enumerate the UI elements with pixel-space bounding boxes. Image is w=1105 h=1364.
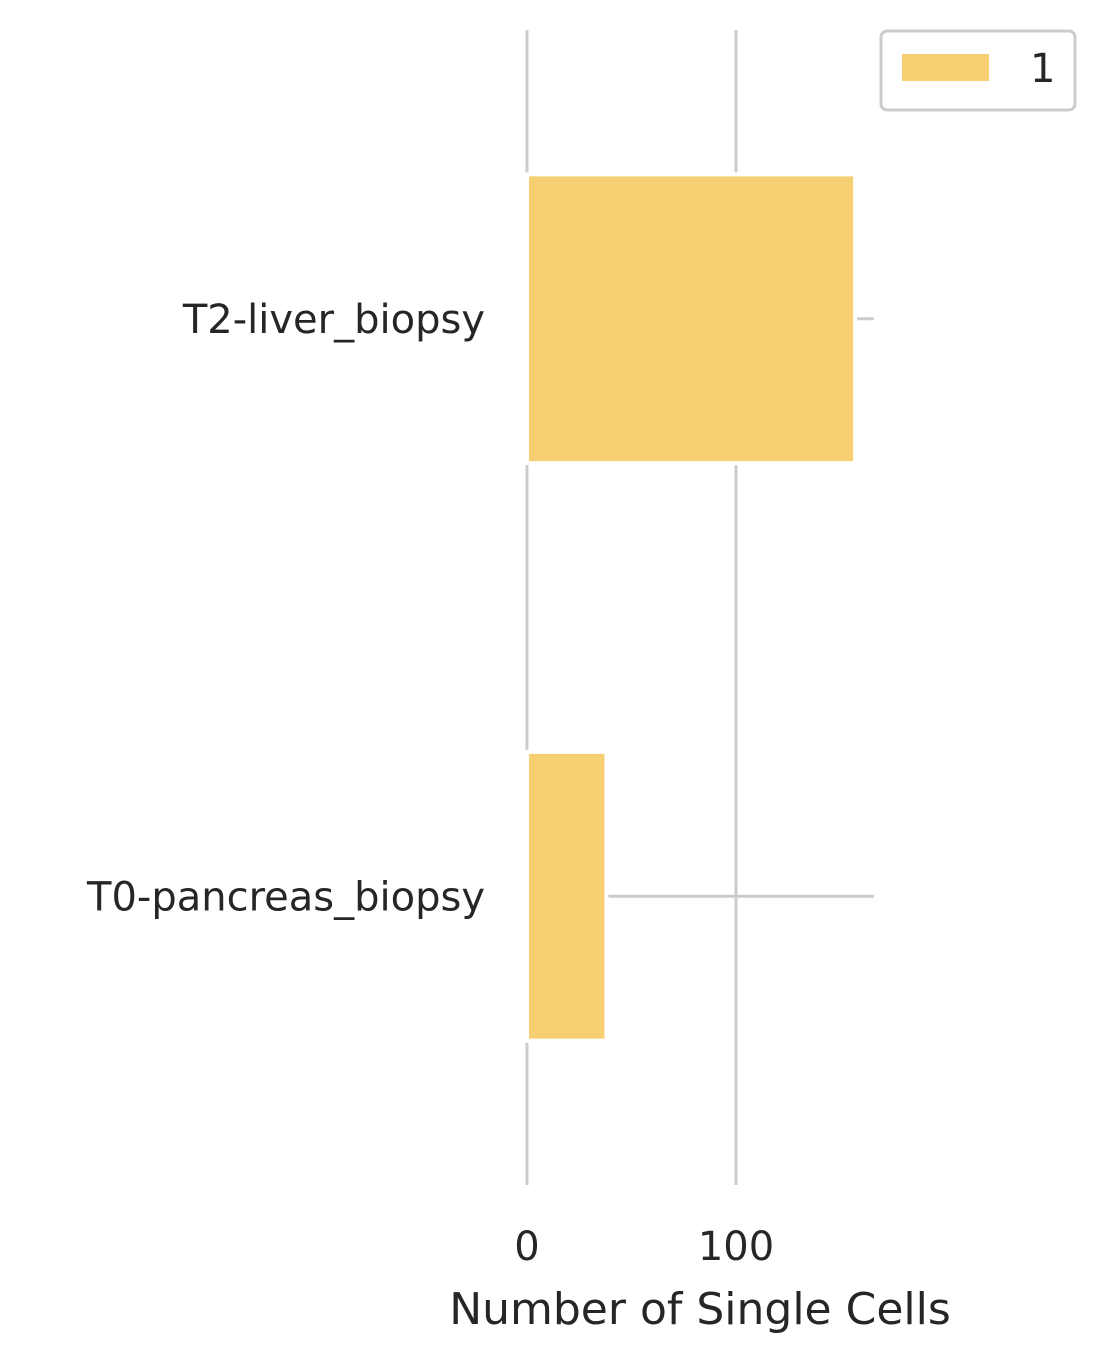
bar-T0-pancreas_biopsy [525,749,609,1043]
legend: 1 [879,29,1077,112]
error-bars [608,317,874,898]
x-axis-label: Number of Single Cells [449,1284,951,1335]
category-labels: T2-liver_biopsy T0-pancreas_biopsy [86,297,485,921]
x-tick-label-100: 100 [698,1224,774,1270]
category-label-T2-liver_biopsy: T2-liver_biopsy [182,297,485,343]
category-label-T0-pancreas_biopsy: T0-pancreas_biopsy [86,874,485,920]
legend-swatch [902,54,989,81]
bars [525,172,858,1043]
x-tick-labels: 0 100 [514,1224,774,1270]
legend-entry-label: 1 [1030,46,1055,92]
bar-T2-liver_biopsy [525,172,858,466]
x-tick-label-0: 0 [514,1224,539,1270]
